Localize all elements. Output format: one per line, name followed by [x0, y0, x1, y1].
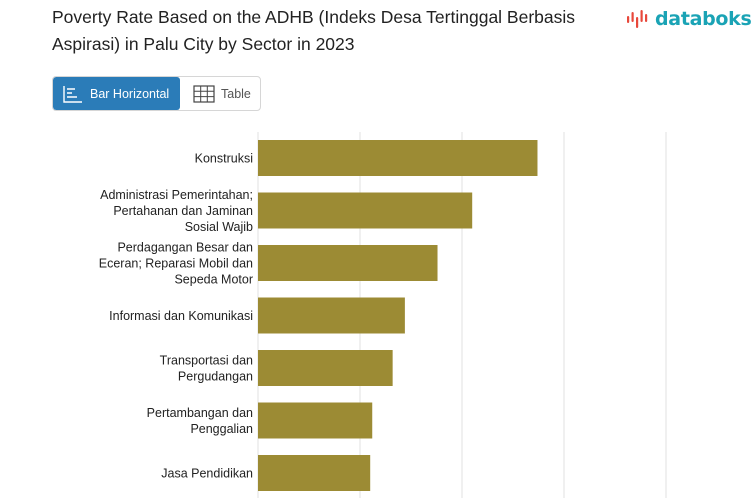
category-label: Perdagangan Besar dan Eceran; Reparasi Mo…	[99, 241, 253, 287]
bar[interactable]	[258, 350, 393, 386]
tab-table[interactable]: Table	[180, 77, 251, 110]
category-label: Konstruksi	[195, 152, 253, 166]
category-label: Transportasi dan Pergudangan	[160, 354, 253, 384]
category-label: Informasi dan Komunikasi	[109, 309, 253, 323]
table-icon	[193, 84, 215, 103]
tab-bar-horizontal[interactable]: Bar Horizontal	[53, 77, 180, 110]
bar[interactable]	[258, 455, 371, 491]
bar[interactable]	[258, 402, 373, 439]
brand-name: databoks	[655, 8, 752, 30]
category-label: Administrasi Pemerintahan; Pertahanan dan…	[100, 188, 253, 234]
chart-title: Poverty Rate Based on the ADHB (Indeks D…	[52, 7, 576, 54]
databoks-logo: databoks	[626, 6, 752, 32]
bar-chart-icon	[63, 85, 82, 103]
bar[interactable]	[258, 192, 473, 229]
bar[interactable]	[258, 245, 438, 281]
bar[interactable]	[258, 297, 405, 334]
bar[interactable]	[258, 140, 538, 176]
category-label: Pertambangan dan Penggalian	[147, 406, 253, 436]
databoks-bars-icon	[627, 10, 648, 28]
view-toggle: Bar Horizontal Table	[52, 76, 261, 111]
tab-table-label: Table	[221, 86, 251, 101]
category-label: Jasa Pendidikan	[161, 467, 253, 481]
tab-bar-horizontal-label: Bar Horizontal	[90, 86, 170, 101]
